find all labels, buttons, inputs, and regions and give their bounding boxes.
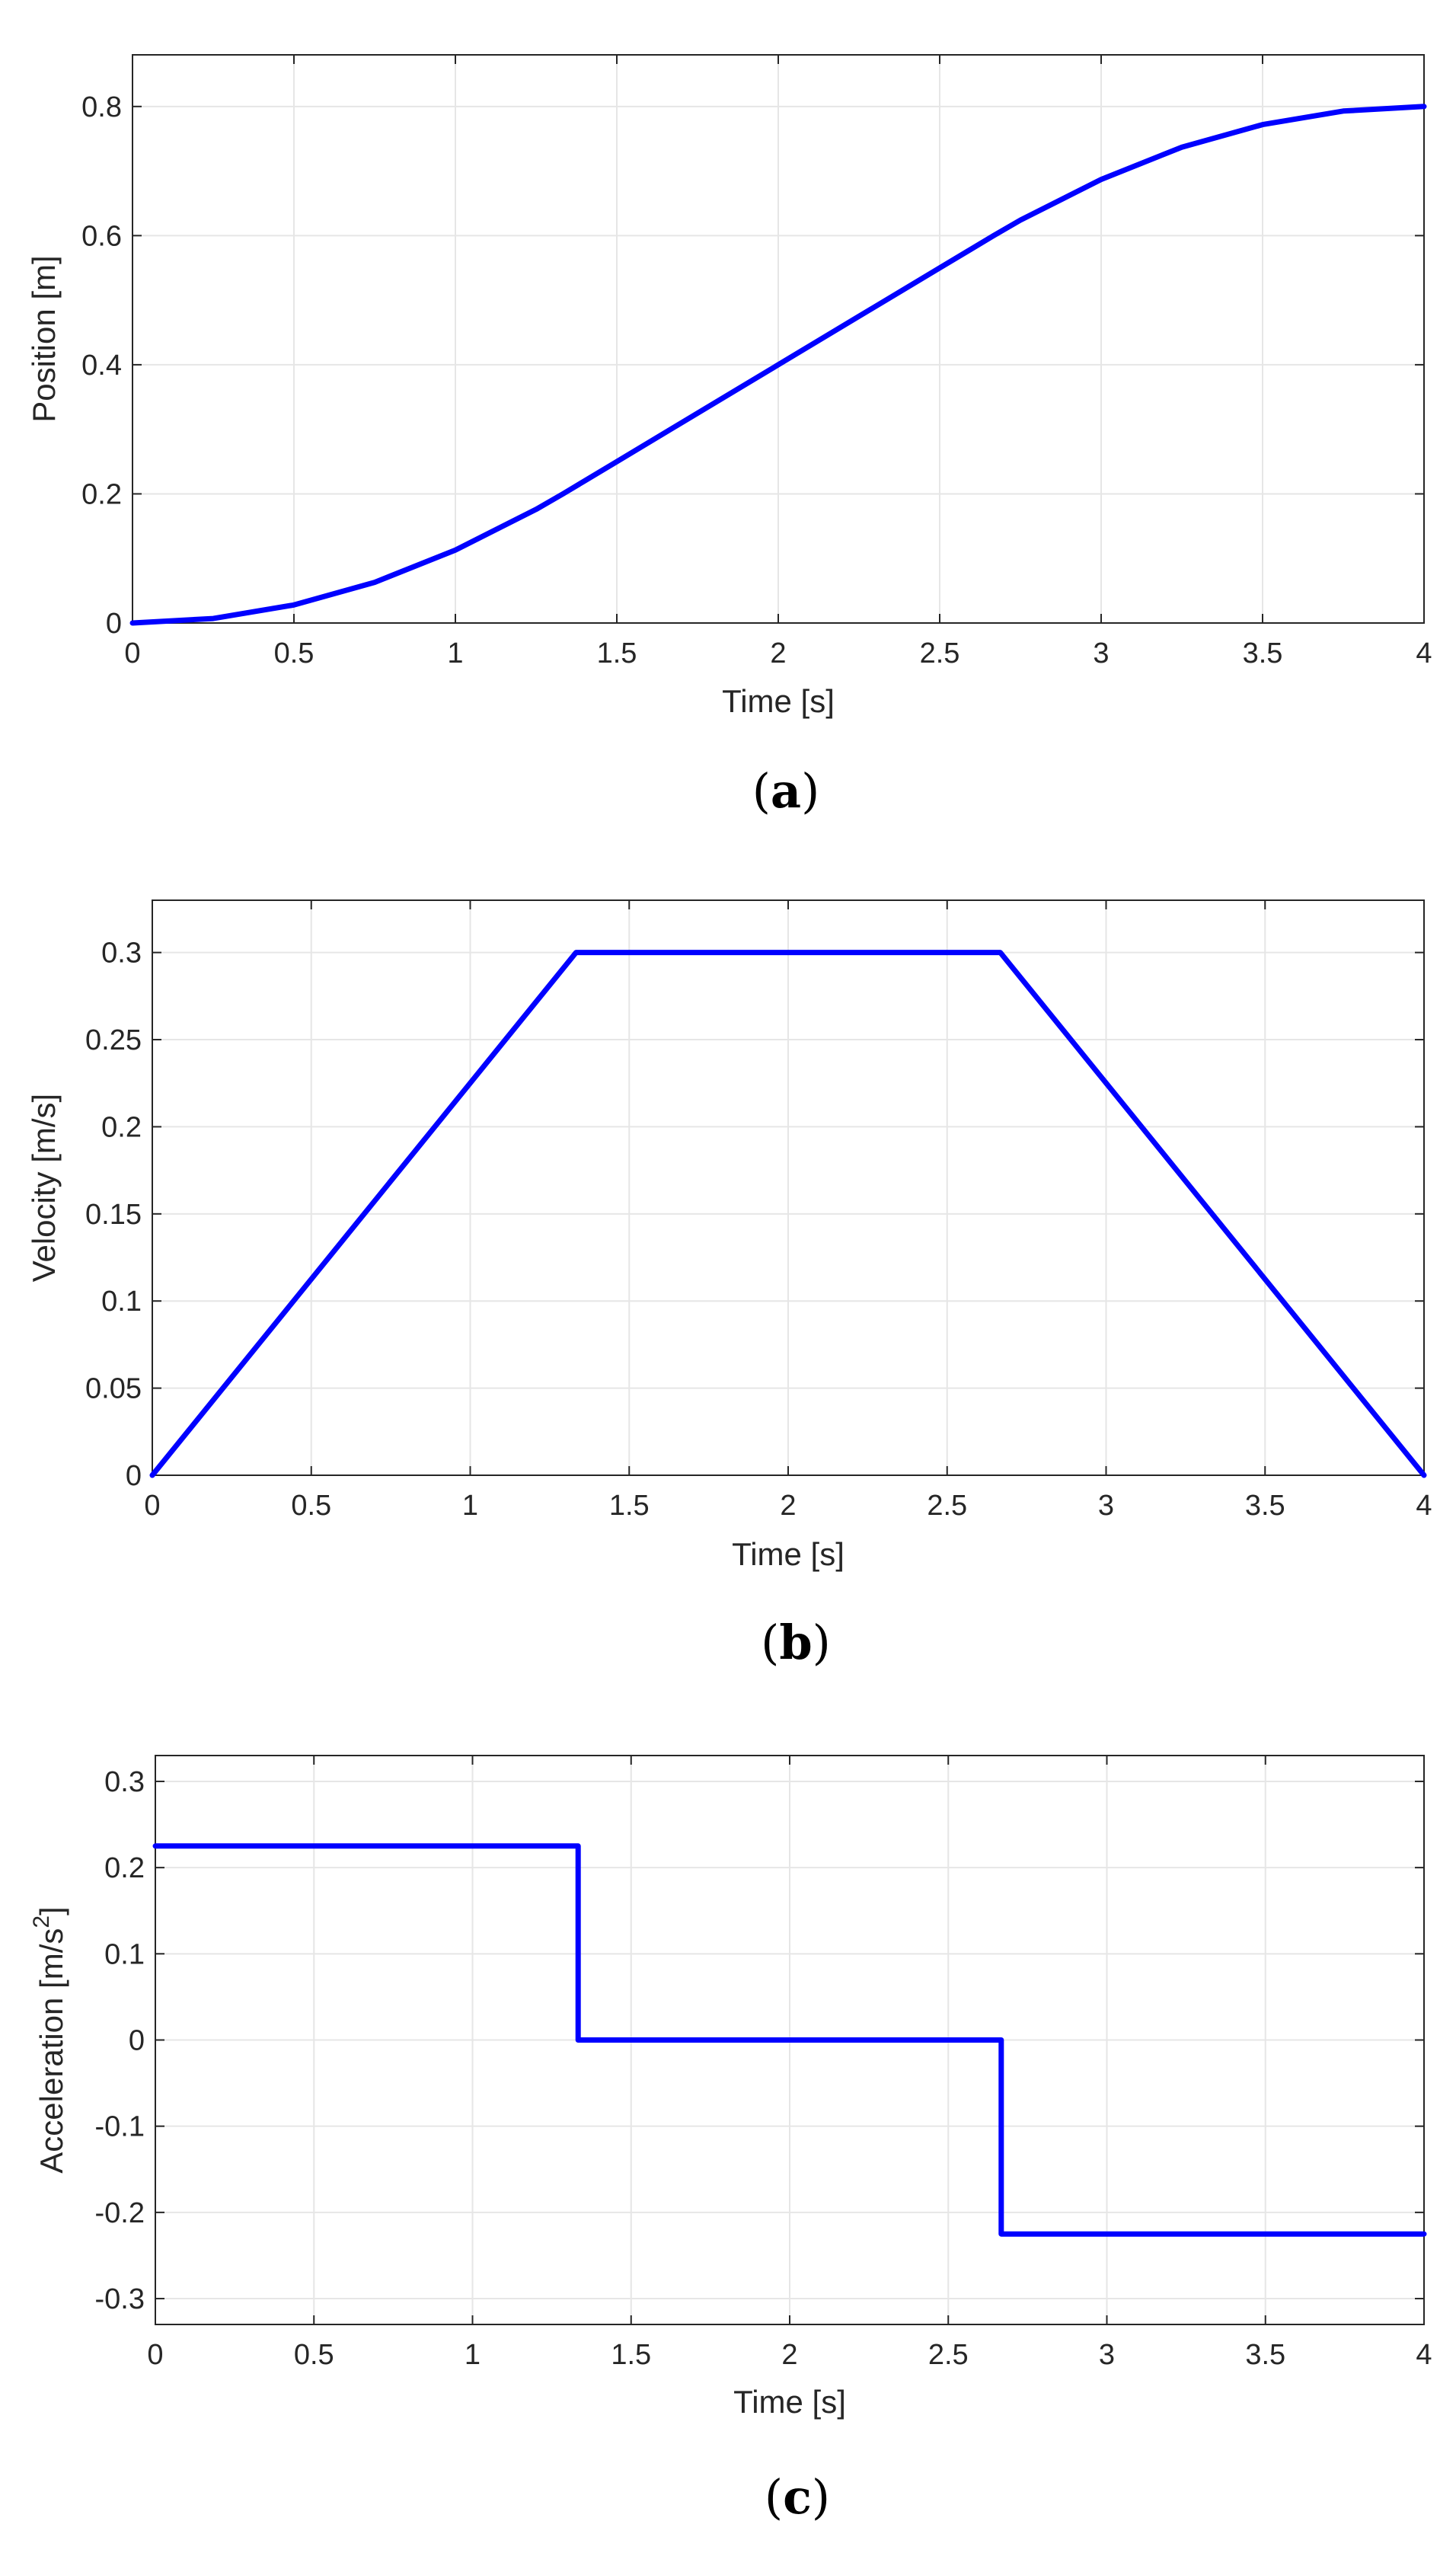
chart-panel-b: 0 0.5 1 1.5 2 2.5 3 3.5 4 0 0.05 0.1 0.15 0.2 0.25 0.3 T… bbox=[26, 899, 1432, 1670]
x-tick-label: 3 bbox=[1093, 637, 1109, 669]
y-tick-label: 0.6 bbox=[81, 220, 122, 252]
x-tick-label: 0.5 bbox=[294, 2339, 334, 2371]
x-tick-label: 4 bbox=[1416, 1490, 1432, 1522]
chart-panel-c: 0 0.5 1 1.5 2 2.5 3 3.5 4 -0.3 -0.2 -0.1 0 0.1 0.2 0.3 T… bbox=[29, 1755, 1432, 2525]
x-tick-label: 4 bbox=[1416, 637, 1432, 669]
x-tick-label: 0 bbox=[144, 1490, 160, 1522]
panel-caption: (a) bbox=[752, 763, 820, 819]
y-tick-label: 0.3 bbox=[101, 938, 142, 970]
y-tick-label: -0.3 bbox=[95, 2283, 145, 2315]
x-tick-label: 1 bbox=[462, 1490, 478, 1522]
y-tick-label: 0.2 bbox=[104, 1852, 145, 1884]
caption-letter: c bbox=[783, 2469, 812, 2525]
caption-close: ) bbox=[813, 1615, 831, 1670]
x-tick-label: 2 bbox=[780, 1490, 796, 1522]
x-axis-label: Time [s] bbox=[733, 2384, 846, 2420]
y-axis-label: Velocity [m/s] bbox=[26, 1094, 62, 1282]
caption-letter: b bbox=[779, 1615, 812, 1670]
y-axis-label: Position [m] bbox=[26, 255, 62, 422]
chart-panel-a: 0 0.5 1 1.5 2 2.5 3 3.5 4 0 0.2 0.4 0.6 0.8 Time [s] Po… bbox=[26, 54, 1432, 819]
x-tick-label: 2.5 bbox=[920, 637, 960, 669]
y-axis-label-text: Velocity [m/s] bbox=[26, 1094, 62, 1282]
x-tick-label: 3 bbox=[1098, 1490, 1114, 1522]
y-axis-label-superscript: 2 bbox=[29, 1915, 54, 1928]
x-tick-label: 3.5 bbox=[1245, 1490, 1285, 1522]
panel-caption: (b) bbox=[761, 1615, 831, 1670]
caption-open: ( bbox=[761, 1615, 779, 1670]
x-tick-label: 1.5 bbox=[597, 637, 637, 669]
x-tick-label: 2.5 bbox=[927, 1490, 967, 1522]
y-tick-label: -0.2 bbox=[95, 2197, 145, 2229]
x-tick-label: 1.5 bbox=[611, 2339, 651, 2371]
series-line-c bbox=[152, 1843, 1427, 2237]
series-line-b bbox=[149, 950, 1427, 1478]
x-tick-label: 0 bbox=[147, 2339, 163, 2371]
x-tick-label: 3.5 bbox=[1243, 637, 1283, 669]
panel-caption: (c) bbox=[765, 2469, 830, 2525]
x-tick-label: 2.5 bbox=[928, 2339, 969, 2371]
y-tick-label: 0.2 bbox=[101, 1111, 142, 1143]
x-axis-label: Time [s] bbox=[722, 683, 835, 719]
y-tick-label: 0.15 bbox=[85, 1199, 142, 1231]
y-tick-label: 0.8 bbox=[81, 91, 122, 123]
caption-close: ) bbox=[812, 2469, 830, 2525]
x-tick-label: 3.5 bbox=[1245, 2339, 1285, 2371]
y-tick-label: 0 bbox=[126, 1460, 142, 1492]
x-tick-label: 2 bbox=[781, 2339, 797, 2371]
x-tick-label: 1 bbox=[447, 637, 463, 669]
y-tick-label: 0.2 bbox=[81, 478, 122, 510]
x-tick-label: 0 bbox=[124, 637, 140, 669]
caption-close: ) bbox=[801, 763, 819, 819]
y-axis-label: Acceleration [m/s2] bbox=[29, 1906, 69, 2173]
y-tick-label: 0.25 bbox=[85, 1024, 142, 1056]
x-axis-label: Time [s] bbox=[732, 1536, 845, 1572]
x-tick-label: 1 bbox=[465, 2339, 481, 2371]
series-line-a bbox=[129, 104, 1427, 626]
caption-open: ( bbox=[752, 763, 771, 819]
y-axis-label-suffix: ] bbox=[34, 1906, 69, 1915]
y-axis-label-text: Position [m] bbox=[26, 255, 62, 422]
x-tick-label: 4 bbox=[1416, 2339, 1432, 2371]
x-tick-label: 2 bbox=[770, 637, 786, 669]
x-tick-label: 0.5 bbox=[291, 1490, 331, 1522]
y-tick-label: 0 bbox=[106, 608, 122, 640]
y-tick-label: 0 bbox=[129, 2025, 145, 2057]
caption-letter: a bbox=[771, 763, 801, 819]
y-tick-label: 0.1 bbox=[101, 1286, 142, 1318]
x-tick-label: 0.5 bbox=[274, 637, 315, 669]
y-tick-label: -0.1 bbox=[95, 2111, 145, 2143]
x-tick-label: 1.5 bbox=[609, 1490, 650, 1522]
y-tick-label: 0.3 bbox=[104, 1766, 145, 1798]
x-tick-label: 3 bbox=[1099, 2339, 1115, 2371]
y-axis-label-text: Acceleration [m/s bbox=[34, 1928, 69, 2174]
y-tick-label: 0.05 bbox=[85, 1373, 142, 1405]
y-tick-label: 0.1 bbox=[104, 1938, 145, 1970]
y-tick-label: 0.4 bbox=[81, 350, 122, 382]
caption-open: ( bbox=[765, 2469, 783, 2525]
